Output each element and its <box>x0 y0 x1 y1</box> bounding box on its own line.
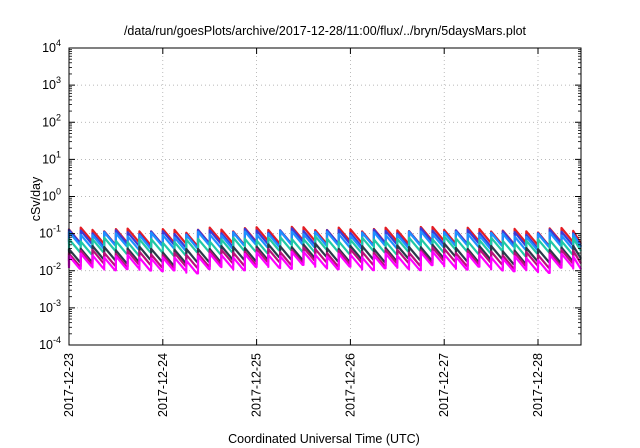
y-tick-label: 102 <box>42 112 61 129</box>
y-tick-label: 100 <box>42 187 61 204</box>
x-tick-label: 2017-12-26 <box>343 353 357 417</box>
x-tick-label: 2017-12-23 <box>62 353 76 417</box>
data-series-group <box>67 225 582 275</box>
y-tick-label: 10-4 <box>39 335 61 352</box>
x-tick-label: 2017-12-28 <box>531 353 545 417</box>
y-tick-label: 10-1 <box>39 224 61 241</box>
y-tick-label: 10-3 <box>39 298 61 315</box>
y-tick-label: 104 <box>42 38 61 55</box>
x-tick-label: 2017-12-24 <box>156 353 170 417</box>
x-axis-tick-labels: 2017-12-23 2017-12-24 2017-12-25 2017-12-26… <box>62 353 545 417</box>
y-tick-label: 101 <box>42 149 61 166</box>
y-tick-label: 103 <box>42 75 61 92</box>
chart-title: /data/run/goesPlots/archive/2017-12-28/1… <box>124 24 527 38</box>
x-axis-label: Coordinated Universal Time (UTC) <box>228 432 420 446</box>
series-line-7 <box>67 250 582 275</box>
grid-lines <box>69 48 581 345</box>
y-axis-tick-labels: 10-4 10-3 10-2 10-1 100 101 102 103 104 <box>39 38 61 352</box>
x-tick-label: 2017-12-25 <box>250 353 264 417</box>
y-tick-label: 10-2 <box>39 261 61 278</box>
y-axis-label: cSv/day <box>29 176 43 221</box>
axis-ticks <box>68 47 581 346</box>
x-tick-label: 2017-12-27 <box>437 353 451 417</box>
